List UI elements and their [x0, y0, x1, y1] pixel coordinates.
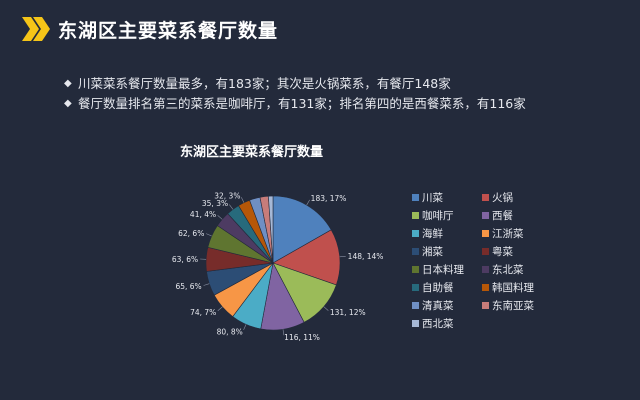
data-label: 62, 6%: [178, 229, 204, 238]
label-leader-line: [282, 329, 285, 336]
legend-swatch: [482, 266, 489, 273]
pie-slice-15: [268, 195, 274, 264]
legend-label: 清真菜: [422, 300, 454, 312]
legend-item: 川菜: [412, 190, 443, 205]
label-leader-line: [306, 199, 310, 206]
legend-swatch: [412, 320, 419, 327]
legend-swatch: [482, 284, 489, 291]
legend-item: 日本料理: [412, 262, 464, 277]
bullet-item: ◆ 川菜菜系餐厅数量最多，有183家；其次是火锅菜系，有餐厅148家: [64, 74, 526, 94]
bullet-item: ◆ 餐厅数量排名第三的菜系是咖啡厅，有131家；排名第四的是西餐菜系，有116家: [64, 94, 526, 114]
legend-item: 西餐: [482, 208, 513, 223]
label-leader-line: [203, 283, 210, 286]
legend-label: 韩国料理: [492, 282, 534, 294]
legend-swatch: [482, 194, 489, 201]
legend-swatch: [482, 302, 489, 309]
legend-label: 江浙菜: [492, 228, 524, 240]
legend-label: 西餐: [492, 210, 513, 222]
legend-item: 湘菜: [412, 244, 443, 259]
legend-swatch: [412, 266, 419, 273]
label-leader-line: [206, 233, 212, 237]
label-leader-line: [217, 215, 223, 220]
legend-label: 自助餐: [422, 282, 454, 294]
label-leader-line: [241, 197, 245, 203]
legend-item: 自助餐: [412, 280, 454, 295]
data-label: 148, 14%: [348, 252, 384, 261]
slide-header: 东湖区主要菜系餐厅数量: [22, 14, 278, 44]
legend-swatch: [412, 284, 419, 291]
legend-item: 江浙菜: [482, 226, 524, 241]
legend-label: 西北菜: [422, 318, 454, 330]
legend-label: 湘菜: [422, 246, 443, 258]
summary-bullets: ◆ 川菜菜系餐厅数量最多，有183家；其次是火锅菜系，有餐厅148家 ◆ 餐厅数…: [64, 74, 526, 114]
legend-label: 火锅: [492, 192, 513, 204]
data-label: 131, 12%: [330, 308, 366, 317]
legend-label: 东北菜: [492, 264, 524, 276]
legend-swatch: [412, 212, 419, 219]
legend-swatch: [482, 212, 489, 219]
pie-slice-1: [272, 195, 332, 264]
legend-item: 西北菜: [412, 316, 454, 331]
double-chevron-icon: [22, 17, 50, 41]
label-leader-line: [339, 255, 346, 258]
pie-slice-2: [272, 229, 341, 286]
legend-item: 粤菜: [482, 244, 513, 259]
legend-item: 清真菜: [412, 298, 454, 313]
data-label: 41, 4%: [190, 210, 216, 219]
data-label: 116, 11%: [284, 333, 320, 342]
legend-item: 海鲜: [412, 226, 443, 241]
legend-swatch: [482, 248, 489, 255]
legend-swatch: [412, 248, 419, 255]
data-label: 65, 6%: [175, 282, 201, 291]
legend-item: 东南亚菜: [482, 298, 534, 313]
label-leader-line: [323, 306, 329, 311]
label-leader-line: [229, 204, 234, 210]
bullet-text: 川菜菜系餐厅数量最多，有183家；其次是火锅菜系，有餐厅148家: [78, 76, 451, 91]
legend-label: 日本料理: [422, 264, 464, 276]
legend-label: 咖啡厅: [422, 210, 454, 222]
data-label: 74, 7%: [190, 308, 216, 317]
data-label: 183, 17%: [311, 194, 347, 203]
legend-item: 火锅: [482, 190, 513, 205]
data-label: 80, 8%: [217, 328, 243, 337]
legend-label: 粤菜: [492, 246, 513, 258]
page-title: 东湖区主要菜系餐厅数量: [58, 19, 279, 42]
legend-item: 韩国料理: [482, 280, 534, 295]
diamond-bullet-icon: ◆: [64, 78, 72, 89]
legend-label: 东南亚菜: [492, 300, 534, 312]
legend-swatch: [412, 302, 419, 309]
label-leader-line: [217, 306, 223, 312]
chart-title: 东湖区主要菜系餐厅数量: [180, 145, 324, 160]
data-label: 32, 3%: [214, 191, 240, 200]
legend-swatch: [412, 230, 419, 237]
data-label: 63, 6%: [172, 255, 198, 264]
legend-swatch: [482, 230, 489, 237]
legend-item: 东北菜: [482, 262, 524, 277]
legend-item: 咖啡厅: [412, 208, 454, 223]
diamond-bullet-icon: ◆: [64, 98, 72, 109]
label-leader-line: [243, 324, 247, 330]
legend-label: 海鲜: [422, 228, 443, 240]
bullet-text: 餐厅数量排名第三的菜系是咖啡厅，有131家；排名第四的是西餐菜系，有116家: [78, 96, 526, 111]
data-label: 35, 3%: [202, 199, 228, 208]
legend-swatch: [412, 194, 419, 201]
legend-label: 川菜: [422, 192, 443, 204]
